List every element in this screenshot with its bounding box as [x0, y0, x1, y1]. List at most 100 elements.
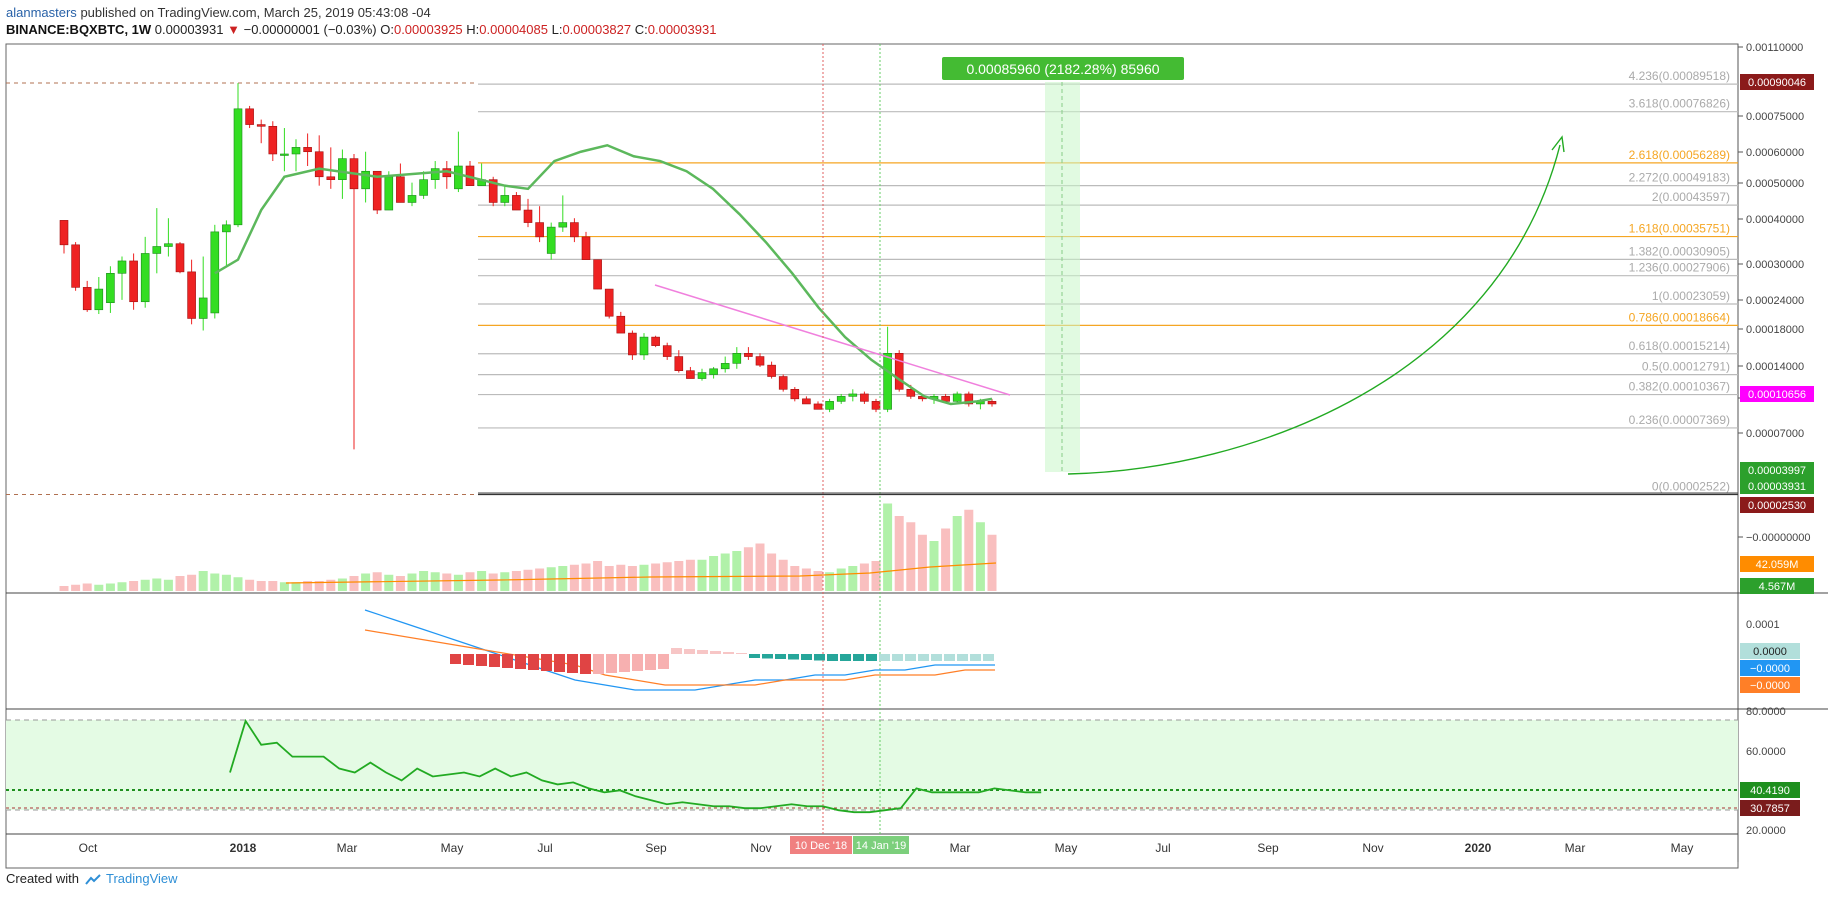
candle-body: [651, 336, 660, 346]
candle-body: [639, 336, 649, 356]
time-axis-label: Sep: [1257, 841, 1279, 855]
macd-histogram-bar: [970, 654, 981, 661]
candle-body: [987, 401, 997, 405]
candle-body: [906, 389, 916, 397]
fib-level-label: 0(0.00002522): [1652, 480, 1730, 494]
macd-histogram-bar: [931, 654, 942, 661]
macd-histogram-bar: [892, 654, 903, 661]
volume-bar: [836, 568, 846, 591]
candle-body: [256, 124, 266, 127]
fib-level-label: 1.618(0.00035751): [1629, 222, 1730, 236]
time-axis-label: Jul: [537, 841, 552, 855]
volume-bar: [801, 568, 811, 591]
volume-bar: [511, 571, 521, 591]
candle-body: [813, 403, 823, 410]
volume-bar: [152, 578, 162, 591]
rsi-zone: [6, 720, 1738, 810]
date-highlight-jan: [853, 836, 909, 854]
volume-bar: [917, 534, 927, 591]
volume-bar: [303, 581, 313, 591]
volume-bar: [94, 584, 104, 591]
fib-level-label: 1.236(0.00027906): [1629, 261, 1730, 275]
volume-bar: [117, 582, 127, 591]
time-axis-label: Nov: [750, 841, 771, 855]
fib-level-label: 1(0.00023059): [1652, 289, 1730, 303]
candle-body: [570, 222, 579, 238]
candle-body: [662, 345, 672, 357]
fib-level-label: 2.272(0.00049183): [1629, 171, 1730, 185]
date-highlight-jan-label: 14 Jan '19: [856, 840, 906, 852]
candle-body: [152, 246, 162, 254]
candle-body: [686, 370, 695, 379]
price-markers: 0.00090046 0.00010656 0.00003997 0.00003931…: [1740, 74, 1814, 816]
rsi-axis-label: 60.0000: [1746, 746, 1786, 758]
volume-bar: [477, 571, 487, 591]
volume-bar: [604, 566, 614, 591]
volume-ma-line: [285, 562, 997, 584]
symbol-label: BINANCE:BQXBTC, 1W: [6, 22, 152, 37]
candle-body: [430, 168, 440, 180]
price-axis-label: −0.00000000: [1746, 532, 1811, 544]
volume-bar: [245, 579, 255, 591]
price-axis-label: 0.00007000: [1746, 428, 1804, 440]
time-axis-label: 2018: [230, 841, 257, 855]
macd-line: [364, 609, 995, 691]
macd-histogram-bar: [762, 654, 773, 659]
volume-bars: [59, 503, 997, 591]
macd-histogram-bar: [593, 654, 604, 674]
volume-bar: [407, 573, 417, 591]
price-axis-label: 0.00075000: [1746, 111, 1804, 123]
candle-body: [419, 179, 428, 196]
macd-histogram-bar: [515, 654, 526, 669]
price-marker-box: [1740, 386, 1814, 402]
author-link[interactable]: alanmasters: [6, 5, 77, 20]
candle-body: [628, 332, 637, 356]
close-label: C:: [634, 22, 648, 37]
time-axis-label: May: [441, 841, 464, 855]
rsi-pane: [229, 718, 1042, 814]
brand-link[interactable]: TradingView: [106, 871, 178, 886]
candle-body: [744, 353, 753, 357]
fib-level-label: 1.382(0.00030905): [1629, 244, 1730, 258]
macd-histogram-bar: [866, 654, 877, 661]
created-with-label: Created with: [6, 871, 79, 886]
candle-body: [198, 297, 208, 319]
price-marker-box: [1740, 556, 1814, 572]
candle-body: [187, 271, 196, 319]
overlays: 0.00085960 (2182.28%) 85960: [214, 44, 1738, 834]
candle-body: [454, 165, 463, 190]
price-axis-label: 0.00014000: [1746, 361, 1804, 373]
volume-bar: [442, 573, 452, 591]
fib-level-label: 4.236(0.00089518): [1629, 69, 1730, 83]
fib-level-label: 0.236(0.00007369): [1629, 413, 1730, 427]
macd-pane: [364, 609, 995, 691]
volume-bar: [326, 579, 336, 591]
macd-histogram-bar: [957, 654, 968, 661]
macd-marker-label: −0.0000: [1750, 663, 1790, 675]
volume-bar: [488, 573, 498, 591]
volume-bar: [593, 561, 603, 591]
ema-line: [214, 143, 993, 406]
time-axis-label: Mar: [950, 841, 971, 855]
time-axis-label: Mar: [1565, 841, 1586, 855]
volume-bar: [941, 528, 951, 591]
macd-histogram-bar: [736, 653, 747, 654]
candle-body: [500, 195, 510, 203]
volume-bar: [523, 569, 533, 591]
candle-body: [71, 244, 80, 288]
macd-histogram-bar: [658, 654, 669, 669]
publish-line: alanmasters published on TradingView.com…: [6, 4, 716, 21]
volume-bar: [221, 574, 231, 591]
volume-bar: [767, 553, 777, 591]
rsi-support-label: 30.7857: [1750, 803, 1790, 815]
macd-histogram-bar: [671, 648, 682, 654]
price-axis-label: 0.00018000: [1746, 324, 1804, 336]
down-arrow-icon: ▼: [227, 22, 240, 37]
price-marker-label: 4.567M: [1759, 581, 1796, 593]
price-marker-box: [1740, 74, 1814, 90]
volume-bar: [848, 566, 858, 591]
volume-bar: [82, 583, 92, 591]
candle-body: [732, 353, 742, 364]
macd-histogram-bar: [489, 654, 500, 667]
